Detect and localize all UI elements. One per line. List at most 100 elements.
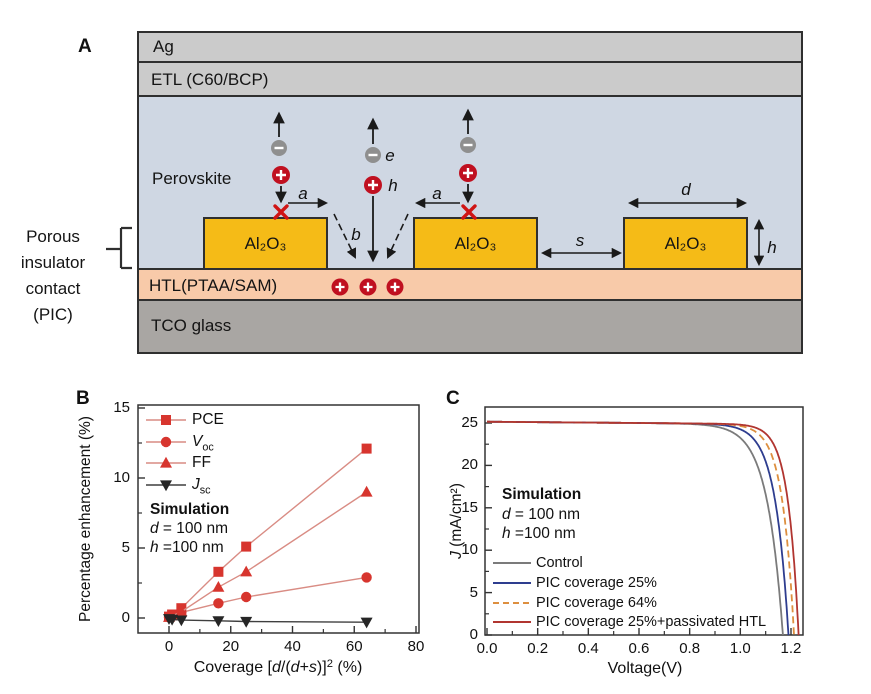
jv-curve-pic-coverage-64- bbox=[487, 420, 795, 636]
panel-b-y-tick-label: 5 bbox=[121, 539, 130, 556]
marker-circle bbox=[160, 436, 172, 448]
panel-c-y-tick-label: 15 bbox=[461, 498, 478, 516]
panel-c-x-tick-label: 0.4 bbox=[577, 640, 599, 657]
panel-c-x-tick-label: 0.2 bbox=[527, 640, 549, 657]
panel-b-x-tick-label: 20 bbox=[222, 638, 240, 655]
label-b: b bbox=[351, 225, 360, 244]
panel-b-annotation-line1: Simulation bbox=[150, 501, 230, 518]
layer-ag bbox=[139, 33, 801, 63]
plus-icon bbox=[463, 168, 473, 178]
ag-label: Ag bbox=[153, 37, 174, 56]
panel-c-legend-item-3: PIC coverage 64% bbox=[536, 595, 657, 611]
marker-circle bbox=[240, 591, 252, 603]
plus-icon bbox=[363, 282, 373, 292]
panel-c-x-tick-label: 1.0 bbox=[729, 640, 751, 657]
hole-path-dashed-arrow-left bbox=[333, 213, 357, 259]
marker-triangle-down bbox=[212, 616, 225, 627]
marker-square bbox=[241, 541, 252, 552]
marker-triangle-up bbox=[212, 581, 225, 592]
marker-triangle-down bbox=[166, 614, 179, 626]
panel-b-legend-voc: Voc bbox=[192, 433, 214, 454]
etl-label: ETL (C60/BCP) bbox=[151, 70, 269, 89]
panel-b-x-tick-label: 0 bbox=[164, 638, 174, 655]
panel-b-y-tick-label: 15 bbox=[113, 399, 130, 416]
panel-b-legend-pce: PCE bbox=[192, 411, 224, 428]
plus-icon bbox=[335, 282, 345, 292]
device-schematic: Al₂O₃ Al₂O₃ Al₂O₃ bbox=[137, 31, 803, 354]
label-h-height: h bbox=[767, 238, 776, 257]
label-e: e bbox=[385, 146, 394, 165]
panel-c-legend-item-4: PIC coverage 25%+passivated HTL bbox=[536, 614, 767, 630]
panel-c-legend-item-1: Control bbox=[536, 555, 583, 571]
label-a-1: a bbox=[298, 184, 307, 203]
recombination-x-icon bbox=[461, 204, 477, 220]
pic-side-label: Porous insulator contact (PIC) bbox=[2, 224, 104, 328]
plus-icon bbox=[276, 170, 286, 180]
layer-etl bbox=[139, 63, 801, 97]
panel-c-y-tick-label: 10 bbox=[461, 541, 478, 559]
panel-a-label: A bbox=[78, 36, 92, 57]
htl-label: HTL(PTAA/SAM) bbox=[149, 276, 278, 295]
marker-square bbox=[361, 443, 372, 454]
marker-circle bbox=[361, 572, 372, 583]
layer-tco bbox=[139, 301, 801, 352]
panel-b-x-tick-label: 60 bbox=[345, 638, 363, 655]
panel-b-x-tick-label: 80 bbox=[407, 638, 425, 655]
panel-c-label: C bbox=[446, 388, 460, 409]
marker-triangle-up bbox=[360, 485, 373, 497]
marker-triangle-down bbox=[240, 616, 253, 628]
marker-triangle-up bbox=[240, 565, 253, 577]
label-a-2: a bbox=[432, 184, 441, 203]
pic-side-label-line2: insulator bbox=[20, 253, 86, 272]
marker-triangle-up bbox=[160, 456, 172, 468]
panel-c-x-tick-label: 0.0 bbox=[476, 640, 498, 657]
panel-c-xlabel: Voltage(V) bbox=[607, 660, 683, 677]
panel-c-x-tick-label: 1.2 bbox=[780, 640, 802, 657]
jv-curve-pic-coverage-25-passivated-htl bbox=[487, 420, 800, 636]
plus-icon bbox=[368, 180, 378, 190]
marker-triangle-down bbox=[160, 480, 172, 492]
hole-path-dashed-arrow-right bbox=[386, 213, 409, 259]
panel-b-y-tick-label: 10 bbox=[113, 469, 130, 486]
marker-square bbox=[213, 566, 224, 577]
layer-htl bbox=[139, 270, 801, 301]
panel-b-legend-ff: FF bbox=[192, 454, 211, 471]
panel-b-label: B bbox=[76, 388, 90, 409]
panel-c-annotation-line3: h =100 nm bbox=[502, 525, 576, 542]
label-d: d bbox=[681, 180, 691, 199]
panel-c-y-tick-label: 5 bbox=[469, 583, 478, 601]
marker-triangle-up bbox=[175, 605, 188, 617]
electron-hole-pair-1: a bbox=[271, 111, 329, 220]
panel-c-axes-box bbox=[484, 406, 804, 636]
panel-c-annotation-line2: d = 100 nm bbox=[502, 506, 580, 523]
panel-c-y-tick-label: 25 bbox=[461, 414, 478, 431]
pic-side-label-line4: (PIC) bbox=[33, 305, 73, 324]
panel-b-annotation-line2: d = 100 nm bbox=[150, 520, 228, 537]
panel-b-x-tick-label: 40 bbox=[284, 638, 301, 655]
panel-b-xlabel: Coverage [d/(d+s)]2 (%) bbox=[193, 657, 363, 676]
marker-square bbox=[161, 415, 171, 425]
htl-holes bbox=[331, 278, 404, 296]
plus-icon bbox=[390, 282, 400, 292]
panel-b-ylabel: Percentage enhancement (%) bbox=[77, 416, 94, 622]
panel-b-y-tick-label: 0 bbox=[121, 609, 130, 626]
electron-hole-pair-3: a bbox=[414, 108, 477, 220]
perovskite-label: Perovskite bbox=[152, 169, 232, 188]
electron-hole-pair-2: e h b bbox=[351, 117, 398, 263]
marker-circle bbox=[213, 598, 224, 609]
marker-triangle-down bbox=[175, 615, 188, 627]
al2o3-block-2: Al₂O₃ bbox=[413, 217, 538, 270]
tco-label: TCO glass bbox=[151, 316, 232, 335]
panel-c-x-tick-label: 0.6 bbox=[628, 640, 650, 657]
label-s: s bbox=[576, 231, 585, 250]
recombination-x-icon bbox=[273, 204, 289, 220]
label-h-carrier: h bbox=[388, 176, 397, 195]
panel-c-annotation-line1: Simulation bbox=[502, 486, 582, 503]
panel-b-annotation-line3: h =100 nm bbox=[150, 539, 224, 556]
panel-b-legend-jsc: Jsc bbox=[192, 476, 211, 497]
panel-c-y-tick-label: 20 bbox=[461, 456, 478, 474]
panel-b-axes-box bbox=[137, 404, 420, 634]
